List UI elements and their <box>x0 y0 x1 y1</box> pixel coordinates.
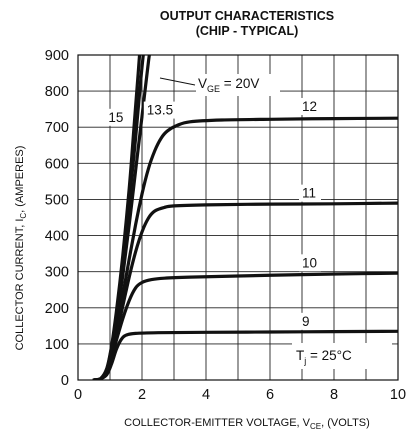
vge-annotation-bg <box>196 74 280 96</box>
y-axis-label-sub: C <box>19 213 28 219</box>
tj-annotation: Tj = 25°C <box>292 343 392 369</box>
y-tick-label-600: 600 <box>45 156 69 172</box>
plot-frame <box>77 54 399 381</box>
curves <box>92 55 398 380</box>
series-label-10: 10 <box>302 255 317 270</box>
y-tick-label-300: 300 <box>45 265 69 281</box>
series-label-bg-12 <box>299 97 321 115</box>
x-tick-label-6: 6 <box>266 387 274 403</box>
series-label-bg-9 <box>299 312 313 330</box>
vge-tail: = 20V <box>220 76 259 91</box>
x-axis-label-sub: CE <box>310 422 321 431</box>
y-tick-label-500: 500 <box>45 192 69 208</box>
tj-annotation-text: Tj = 25°C <box>296 348 352 366</box>
y-axis-label-tail: , (AMPERES) <box>14 146 26 213</box>
y-tick-label-0: 0 <box>61 373 69 389</box>
chart-title-line1: OUTPUT CHARACTERISTICS <box>160 9 334 23</box>
tj-tail: = 25°C <box>306 348 352 363</box>
curve-labels: 9 10 11 12 13.5 15 <box>105 97 321 330</box>
y-tick-label-400: 400 <box>45 229 69 245</box>
series-label-bg-11 <box>299 184 321 202</box>
x-tick-label-4: 4 <box>202 387 210 403</box>
x-axis-label-main: COLLECTOR-EMITTER VOLTAGE, V <box>124 417 310 429</box>
vge-annotation: VGE = 20V <box>159 74 280 96</box>
x-axis-label-tail: , (VOLTS) <box>321 417 370 429</box>
chart-title-line2: (CHIP - TYPICAL) <box>196 24 299 38</box>
y-tick-label-100: 100 <box>45 337 69 353</box>
tj-annotation-bg <box>292 343 392 369</box>
series-label-11: 11 <box>302 186 316 201</box>
series-line-vge-12 <box>92 116 398 380</box>
tj-main: T <box>296 348 304 363</box>
chart-title: OUTPUT CHARACTERISTICS (CHIP - TYPICAL) <box>160 9 334 38</box>
series-label-13-5: 13.5 <box>147 103 173 118</box>
y-axis-label: COLLECTOR CURRENT, IC, (AMPERES) <box>14 146 28 351</box>
tj-sub: j <box>303 356 306 366</box>
series-line-vge-20 <box>92 55 142 380</box>
series-label-12: 12 <box>302 99 317 114</box>
vge-leader-line <box>159 77 196 86</box>
vge-annotation-text: VGE = 20V <box>198 76 259 94</box>
vge-sub: GE <box>207 84 220 94</box>
x-tick-label-8: 8 <box>330 387 338 403</box>
y-tick-label-700: 700 <box>45 120 69 136</box>
series-label-15: 15 <box>108 110 123 125</box>
x-tick-label-2: 2 <box>138 387 146 403</box>
series-label-bg-10 <box>299 254 321 272</box>
y-tick-label-800: 800 <box>45 84 69 100</box>
y-tick-label-200: 200 <box>45 301 69 317</box>
y-tick-label-900: 900 <box>45 48 69 64</box>
x-axis-label: COLLECTOR-EMITTER VOLTAGE, VCE, (VOLTS) <box>124 417 370 431</box>
series-label-bg-15 <box>105 108 128 126</box>
series-label-bg-13-5 <box>143 101 182 119</box>
y-axis-label-main: COLLECTOR CURRENT, I <box>14 219 26 351</box>
vge-main: V <box>198 76 207 91</box>
x-tick-label-0: 0 <box>74 387 82 403</box>
series-label-9: 9 <box>302 314 310 329</box>
x-tick-label-10: 10 <box>390 387 406 403</box>
